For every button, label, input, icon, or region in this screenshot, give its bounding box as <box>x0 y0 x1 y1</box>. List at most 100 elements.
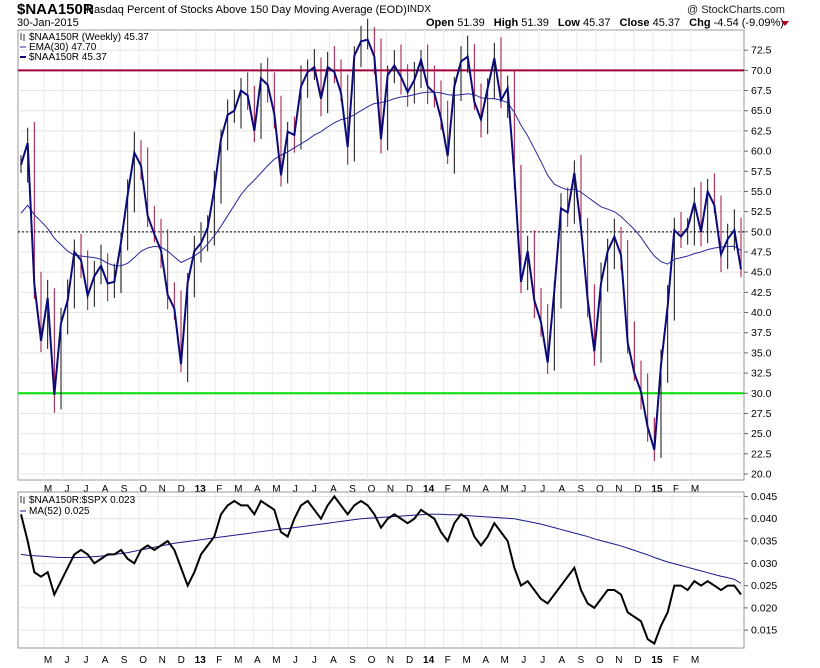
main-x-tick-label: S <box>578 484 585 495</box>
ratio-legend-entry: MA(52) 0.025 <box>29 506 90 517</box>
ratio-x-tick-label: S <box>578 655 585 666</box>
ratio-x-tick-label: M <box>691 655 699 666</box>
ratio-x-tick-label: 13 <box>195 655 207 666</box>
main-x-tick-label: A <box>482 484 489 495</box>
symbol-description: Nasdaq Percent of Stocks Above 150 Day M… <box>86 4 407 16</box>
main-y-tick-label: 57.5 <box>751 166 772 178</box>
change-label: Chg <box>689 17 711 29</box>
ratio-x-tick-label: A <box>558 655 565 666</box>
ratio-legend-entry: $NAA150R:$SPX 0.023 <box>29 495 136 506</box>
close-value: 45.37 <box>652 17 681 29</box>
main-x-tick-label: M <box>234 484 242 495</box>
main-price-panel: 20.0 22.5 25.0 27.5 30.0 32.5 35.0 37.5 40.0 42.5… <box>17 18 772 495</box>
ratio-panel: M J J A S O N D 13 F M A M J J A S O N D 14 F M A M J J A S O N D 15 F M0.… <box>17 491 777 666</box>
main-x-tick-label: A <box>102 484 109 495</box>
ratio-x-tick-label: F <box>216 655 222 666</box>
main-y-tick-label: 40.0 <box>751 307 772 319</box>
main-x-tick-label: D <box>178 484 185 495</box>
ratio-x-tick-label: N <box>615 655 622 666</box>
ratio-x-tick-label: A <box>330 655 337 666</box>
main-y-tick-label: 52.5 <box>751 206 772 218</box>
main-x-tick-label: J <box>293 484 298 495</box>
main-x-tick-label: 14 <box>423 484 435 495</box>
main-x-tick-label: N <box>387 484 394 495</box>
main-x-tick-label: F <box>673 484 679 495</box>
main-x-tick-label: A <box>330 484 337 495</box>
ratio-x-tick-label: 14 <box>423 655 435 666</box>
main-y-tick-label: 30.0 <box>751 388 772 400</box>
main-x-tick-label: M <box>272 484 280 495</box>
main-x-tick-label: J <box>312 484 317 495</box>
ratio-x-tick-label: S <box>349 655 356 666</box>
open-label: Open <box>426 17 455 29</box>
main-y-tick-label: 37.5 <box>751 327 772 339</box>
main-x-tick-label: S <box>349 484 356 495</box>
open-value: 51.39 <box>457 17 485 29</box>
ratio-x-tick-label: J <box>540 655 545 666</box>
main-y-tick-label: 72.5 <box>751 45 772 57</box>
ratio-x-tick-label: A <box>482 655 489 666</box>
main-x-tick-label: M <box>44 484 52 495</box>
main-x-tick-label: J <box>521 484 526 495</box>
main-y-tick-label: 67.5 <box>751 85 772 97</box>
main-x-tick-label: M <box>691 484 699 495</box>
ratio-x-tick-label: J <box>521 655 526 666</box>
low-label: Low <box>557 17 580 29</box>
main-y-tick-label: 22.5 <box>751 448 772 460</box>
ratio-x-tick-label: J <box>312 655 317 666</box>
ratio-x-tick-label: J <box>65 655 70 666</box>
main-y-tick-label: 27.5 <box>751 408 772 420</box>
ratio-x-tick-label: A <box>102 655 109 666</box>
ratio-x-tick-label: F <box>445 655 451 666</box>
main-x-tick-label: J <box>84 484 89 495</box>
main-y-tick-label: 25.0 <box>751 428 772 440</box>
main-legend-entry: $NAA150R 45.37 <box>29 52 107 63</box>
main-x-tick-label: M <box>462 484 470 495</box>
main-x-tick-label: D <box>406 484 413 495</box>
ratio-x-tick-label: S <box>121 655 128 666</box>
chart-header: $NAA150R Nasdaq Percent of Stocks Above … <box>0 0 820 29</box>
ratio-y-tick-label: 0.040 <box>751 513 777 525</box>
ratio-line <box>20 494 742 646</box>
main-x-tick-label: O <box>596 484 604 495</box>
main-legend-entry: EMA(30) 47.70 <box>29 42 97 53</box>
ratio-x-tick-label: D <box>178 655 185 666</box>
main-y-tick-label: 47.5 <box>751 247 772 259</box>
main-x-tick-label: N <box>615 484 622 495</box>
main-x-tick-label: M <box>501 484 509 495</box>
main-x-tick-label: 13 <box>195 484 207 495</box>
high-value: 51.39 <box>521 17 549 29</box>
main-x-tick-label: S <box>121 484 128 495</box>
main-y-tick-label: 70.0 <box>751 65 772 77</box>
main-y-tick-label: 55.0 <box>751 186 772 198</box>
ratio-x-tick-label: M <box>44 655 52 666</box>
main-y-tick-label: 45.0 <box>751 267 772 279</box>
ratio-x-tick-label: M <box>501 655 509 666</box>
low-value: 45.37 <box>582 17 611 29</box>
exchange-label: INDX <box>407 4 431 15</box>
ratio-x-tick-label: F <box>673 655 679 666</box>
ratio-x-tick-label: N <box>387 655 394 666</box>
ohlc-readout: Open 51.39 High 51.39 Low 45.37 Close 45… <box>420 17 784 29</box>
ratio-x-tick-label: J <box>293 655 298 666</box>
main-y-tick-label: 60.0 <box>751 146 772 158</box>
ratio-plot-frame <box>17 491 745 649</box>
ratio-x-tick-label: J <box>84 655 89 666</box>
ema30-line <box>20 91 742 267</box>
copyright-label: @ StockCharts.com <box>687 4 785 16</box>
main-x-tick-label: F <box>445 484 451 495</box>
ratio-x-tick-label: 15 <box>651 655 663 666</box>
change-value: -4.54 (-9.09%) <box>713 17 784 29</box>
main-y-tick-label: 35.0 <box>751 347 772 359</box>
main-x-tick-label: J <box>540 484 545 495</box>
ratio-x-tick-label: N <box>159 655 166 666</box>
main-y-tick-label: 32.5 <box>751 368 772 380</box>
main-y-tick-label: 20.0 <box>751 469 772 481</box>
date-label: 30-Jan-2015 <box>17 17 79 29</box>
ratio-x-tick-label: O <box>368 655 376 666</box>
ratio-x-tick-label: A <box>254 655 261 666</box>
ratio-x-tick-label: M <box>234 655 242 666</box>
